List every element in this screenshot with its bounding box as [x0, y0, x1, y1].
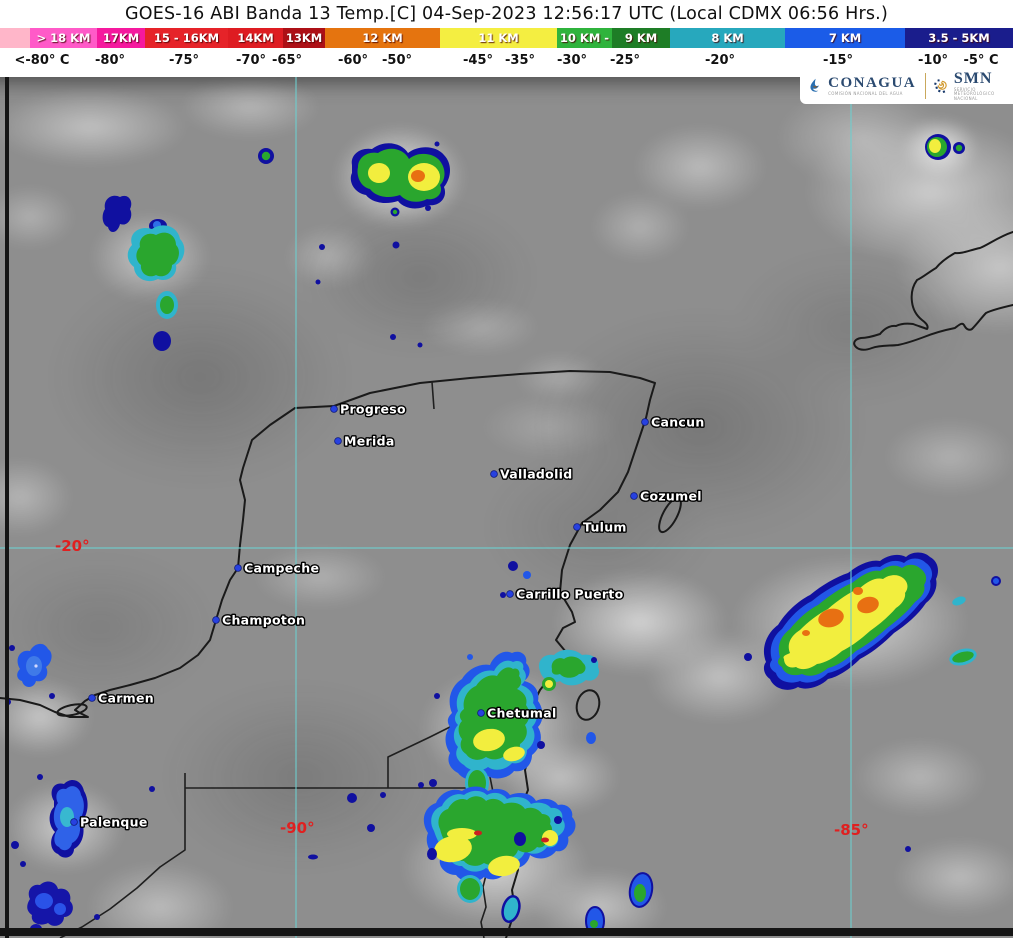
- city-dot-merida: [334, 437, 342, 445]
- temperature-tick: -5° C: [963, 53, 999, 68]
- city-dot-champoton: [212, 616, 220, 624]
- city-label: Cancun: [651, 415, 705, 430]
- city-label: Tulum: [583, 520, 627, 535]
- city-label: Champoton: [222, 613, 305, 628]
- temperature-tick: <-80° C: [14, 53, 70, 68]
- temperature-tick: -70°: [236, 53, 266, 68]
- city-dot-cancun: [641, 418, 649, 426]
- temperature-tick: -80°: [95, 53, 125, 68]
- legend-segment-0: [0, 28, 30, 48]
- city-label: Progreso: [340, 402, 406, 417]
- smn-logo-icon: [933, 78, 947, 93]
- conagua-logo-text: CONAGUA: [828, 74, 917, 91]
- temperature-tick: -15°: [823, 53, 853, 68]
- coordinate-label: -85°: [834, 821, 869, 839]
- legend-segment-label: 3.5 - 5KM: [928, 31, 990, 45]
- temperature-tick: -75°: [169, 53, 199, 68]
- city-label: Carmen: [98, 691, 154, 706]
- legend-segment-label: 9 KM: [624, 31, 658, 45]
- legend-segment-12: 3.5 - 5KM: [905, 28, 1013, 48]
- legend-segment-5: 13KM: [283, 28, 325, 48]
- city-label: Palenque: [80, 815, 148, 830]
- altitude-legend-bar: > 18 KM 17KM 15 - 16KM 14KM 13KM 12 KM 11 KM 10…: [0, 28, 1013, 48]
- legend-segment-11: 7 KM: [785, 28, 905, 48]
- legend-segment-label: 12 KM: [362, 31, 403, 45]
- legend-segment-2: 17KM: [97, 28, 145, 48]
- logo-divider: [925, 72, 926, 99]
- temperature-tick: -35°: [505, 53, 535, 68]
- city-dot-campeche: [234, 564, 242, 572]
- legend-segment-3: 15 - 16KM: [145, 28, 228, 48]
- conagua-logo-subtitle: COMISIÓN NACIONAL DEL AGUA: [828, 90, 903, 96]
- legend-segment-label: 8 KM: [711, 31, 744, 45]
- city-dot-tulum: [573, 523, 581, 531]
- temperature-tick: -30°: [557, 53, 587, 68]
- satellite-map: Progreso Merida Valladolid Cancun Cozumel Tul…: [0, 77, 1013, 938]
- city-dot-cozumel: [630, 492, 638, 500]
- legend-segment-4: 14KM: [228, 28, 283, 48]
- legend-segment-label: 11 KM: [478, 31, 519, 45]
- temperature-tick: -20°: [705, 53, 735, 68]
- city-dot-progreso: [330, 405, 338, 413]
- city-label: Merida: [344, 434, 395, 449]
- city-label: Campeche: [244, 561, 319, 576]
- city-label: Chetumal: [487, 706, 557, 721]
- coordinate-label: -90°: [280, 819, 315, 837]
- agency-logo-box: CONAGUA COMISIÓN NACIONAL DEL AGUA SMN S…: [800, 67, 1013, 104]
- legend-segment-label: 14KM: [237, 31, 274, 45]
- legend-segment-10: 8 KM: [670, 28, 785, 48]
- smn-logo-text: SMN: [953, 69, 993, 87]
- map-overlay: Progreso Merida Valladolid Cancun Cozumel Tul…: [0, 77, 1013, 938]
- temperature-tick: -45°: [463, 53, 493, 68]
- legend-segment-label: 13KM: [285, 31, 323, 45]
- temperature-tick: -10°: [918, 53, 948, 68]
- temperature-scale-row: <-80° C -80° -75° -70° -65° -60° -50° -45° -35° -…: [0, 48, 1013, 77]
- legend-segment-1: > 18 KM: [30, 28, 97, 48]
- city-label: Cozumel: [640, 489, 702, 504]
- legend-segment-label: 10 KM -: [559, 31, 610, 45]
- legend-segment-7: 11 KM: [440, 28, 557, 48]
- legend-segment-label: 17KM: [102, 31, 140, 45]
- temperature-tick: -60°: [338, 53, 368, 68]
- legend-segment-label: 15 - 16KM: [153, 31, 220, 45]
- temperature-tick: -65°: [272, 53, 302, 68]
- legend-segment-9: 9 KM: [612, 28, 670, 48]
- city-dot-carrillo-puerto: [506, 590, 514, 598]
- temperature-tick: -50°: [382, 53, 412, 68]
- city-label: Carrillo Puerto: [516, 587, 624, 602]
- city-dot-palenque: [70, 818, 78, 826]
- city-dot-valladolid: [490, 470, 498, 478]
- legend-segment-label: > 18 KM: [36, 31, 91, 45]
- legend-segment-6: 12 KM: [325, 28, 440, 48]
- legend-segment-8: 10 KM -: [557, 28, 612, 48]
- coordinate-label: -20°: [55, 537, 90, 555]
- smn-logo-subtitle: SERVICIO METEOROLÓGICO NACIONAL: [953, 86, 995, 101]
- city-dot-chetumal: [477, 709, 485, 717]
- conagua-logo-icon: [810, 78, 819, 92]
- city-label: Valladolid: [500, 467, 572, 482]
- legend-segment-label: 7 KM: [828, 31, 862, 45]
- city-dot-carmen: [88, 694, 96, 702]
- temperature-tick: -25°: [610, 53, 640, 68]
- page-title: GOES-16 ABI Banda 13 Temp.[C] 04-Sep-202…: [125, 4, 888, 24]
